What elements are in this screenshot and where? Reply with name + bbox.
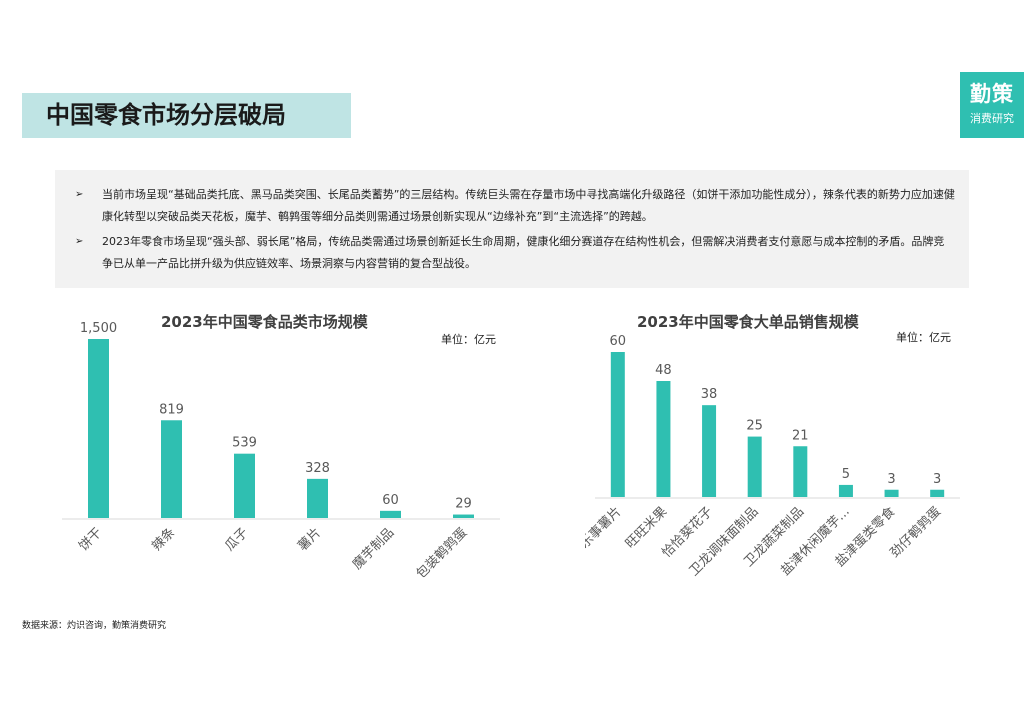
bar (380, 510, 401, 518)
brand-logo: 勤策 消费研究 (960, 72, 1024, 138)
category-tick-label: 包装鹌鹑蛋 (413, 525, 470, 582)
category-tick-label: 饼干 (76, 525, 105, 554)
category-tick-label: 乐事薯片 (585, 504, 625, 551)
chart-title: 2023年中国零食品类市场规模 (161, 313, 368, 331)
category-tick-label: 薯片 (295, 525, 324, 554)
data-label: 539 (232, 436, 257, 451)
bar (88, 339, 109, 518)
brand-logo-sub: 消费研究 (970, 112, 1014, 125)
data-label: 29 (455, 497, 472, 512)
category-market-chart: 2023年中国零食品类市场规模 单位：亿元 1,500 饼干 819 辣条 539 瓜子 3… (50, 300, 520, 610)
bar (702, 405, 717, 497)
summary-bullet-2: ➢ 2023年零食市场呈现“强头部、弱长尾”格局，传统品类需通过场景创新延长生命… (75, 231, 955, 275)
bar (838, 484, 853, 497)
bar (793, 446, 808, 497)
category-tick-label: 辣条 (149, 525, 179, 555)
bar (930, 489, 945, 497)
bar (453, 514, 474, 518)
chart-unit: 单位：亿元 (441, 333, 496, 346)
data-label: 819 (159, 402, 184, 417)
data-label: 38 (701, 387, 718, 402)
data-label: 1,500 (80, 321, 117, 336)
summary-bullet-1: ➢ 当前市场呈现“基础品类托底、黑马品类突围、长尾品类蓄势”的三层结构。传统巨头… (75, 184, 955, 228)
summary-panel: ➢ 当前市场呈现“基础品类托底、黑马品类突围、长尾品类蓄势”的三层结构。传统巨头… (55, 170, 969, 288)
data-source-note: 数据来源：灼识咨询，勤策消费研究 (22, 621, 167, 631)
chart-unit: 单位：亿元 (896, 331, 951, 344)
page-title: 中国零食市场分层破局 (46, 101, 286, 129)
data-label: 3 (887, 472, 895, 487)
bar (234, 453, 255, 518)
brand-logo-main: 勤策 (970, 81, 1014, 106)
data-label: 5 (842, 467, 850, 482)
bar (747, 436, 762, 497)
data-label: 21 (792, 428, 809, 443)
bar (610, 352, 625, 497)
category-tick-label: 瓜子 (222, 525, 251, 554)
page-title-bar: 中国零食市场分层破局 (22, 93, 351, 138)
data-label: 3 (933, 472, 941, 487)
top-product-sales-chart: 2023年中国零食大单品销售规模 单位：亿元 60 乐事薯片 48 旺旺米果 38 恰恰葵… (577, 300, 975, 610)
bar (161, 420, 182, 518)
chart-title: 2023年中国零食大单品销售规模 (637, 313, 859, 331)
data-label: 25 (746, 419, 763, 434)
category-tick-label: 魔芋制品 (350, 525, 397, 572)
bar (656, 381, 671, 497)
bar (884, 489, 899, 497)
data-label: 60 (610, 334, 627, 349)
bullet-arrow-icon: ➢ (75, 236, 84, 247)
summary-bullet-text: 2023年零食市场呈现“强头部、弱长尾”格局，传统品类需通过场景创新延长生命周期… (102, 235, 945, 270)
bullet-arrow-icon: ➢ (75, 189, 84, 200)
data-label: 60 (382, 493, 399, 508)
data-label: 48 (655, 363, 672, 378)
data-label: 328 (305, 461, 330, 476)
summary-bullet-text: 当前市场呈现“基础品类托底、黑马品类突围、长尾品类蓄势”的三层结构。传统巨头需在… (102, 188, 955, 223)
bar (307, 478, 328, 518)
category-tick-label: 旺旺米果 (623, 504, 670, 551)
chart-plot: 1,500 饼干 819 辣条 539 瓜子 328 薯片 60 魔芋制品 29 包装鹌鹑蛋 (62, 321, 500, 582)
chart-plot: 60乐事薯片48旺旺米果38恰恰葵花子25卫龙调味面制品21卫龙蔬菜制品5盐津休… (577, 334, 960, 579)
